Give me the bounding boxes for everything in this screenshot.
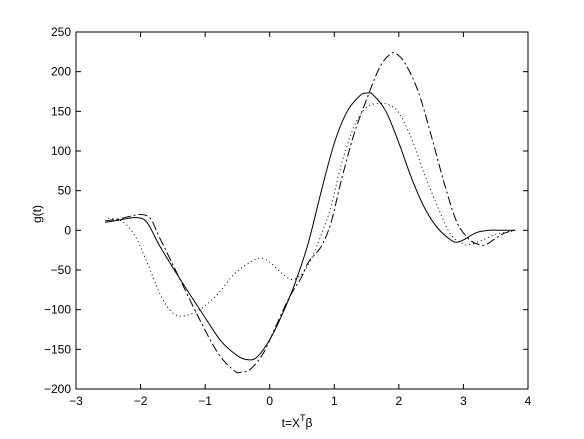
- series-line-dashdot: [105, 52, 516, 374]
- plot-area: [75, 31, 529, 390]
- x-tick-label: 3: [460, 394, 467, 408]
- y-tick-label: 150: [51, 104, 71, 118]
- y-tick-label: 250: [51, 25, 71, 39]
- x-tick-label: 4: [525, 394, 532, 408]
- plot-frame: [75, 31, 529, 390]
- y-tick-label: 100: [51, 144, 71, 158]
- x-tick-label: −2: [134, 394, 148, 408]
- x-tick-label: 1: [331, 394, 338, 408]
- y-tick-label: −50: [51, 263, 72, 277]
- series-group: [105, 52, 516, 374]
- x-tick-label: 0: [266, 394, 273, 408]
- y-tick-label: −150: [44, 342, 71, 356]
- x-axis-label-tail: β: [305, 416, 312, 430]
- y-tick-label: −200: [44, 382, 71, 396]
- x-axis-label-superscript: T: [300, 413, 306, 423]
- y-tick-label: 200: [51, 65, 71, 79]
- series-line-solid: [105, 92, 516, 361]
- y-axis-label: g(t): [30, 205, 44, 223]
- x-tick-label: −1: [198, 394, 212, 408]
- x-tick-label: −3: [69, 394, 83, 408]
- x-tick-label: 2: [396, 394, 403, 408]
- y-tick-label: 0: [64, 223, 71, 237]
- x-axis-label-main: t=X: [282, 416, 300, 430]
- y-tick-label: −100: [44, 303, 71, 317]
- axis-ticks: −3 −2 −1 0 1 2 3 4 −200 −150 −100 −50 0 50 100 150 200 25…: [44, 25, 532, 408]
- x-axis-label: t=XTβ: [282, 413, 313, 430]
- y-tick-label: 50: [58, 184, 72, 198]
